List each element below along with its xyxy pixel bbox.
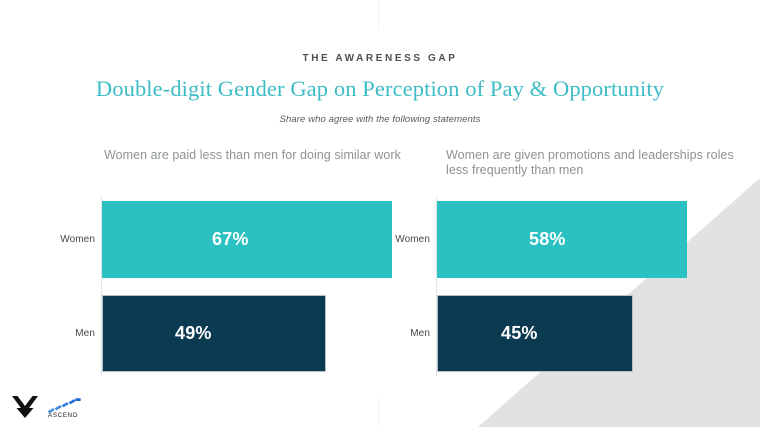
category-label-men-left: Men — [75, 327, 95, 339]
bar-row: Men 45% — [382, 295, 722, 372]
category-label-women-left: Women — [60, 233, 95, 245]
bar-women-left[interactable]: 67% — [102, 201, 392, 278]
ascend-chevron-icon — [12, 396, 38, 418]
bar-men-right[interactable]: 45% — [437, 295, 633, 372]
slide-header: THE AWARENESS GAP Double-digit Gender Ga… — [0, 52, 760, 126]
bar-value-men-left: 49% — [175, 323, 212, 343]
divider-bottom — [378, 398, 379, 427]
bar-women-right[interactable]: 58% — [437, 201, 687, 278]
svg-text:ASCEND: ASCEND — [48, 412, 78, 418]
bar-row: Women 58% — [382, 201, 722, 278]
chart-left: Women 67% Men 49% — [40, 196, 392, 376]
bar-value-women-left: 67% — [212, 229, 249, 249]
bar-value-women-right: 58% — [529, 229, 566, 249]
page-subtitle: Share who agree with the following state… — [279, 114, 481, 125]
ascend-wordmark-icon: ASCEND — [47, 398, 81, 418]
divider-top — [378, 0, 379, 28]
bar-value-men-right: 45% — [501, 323, 538, 343]
panel-right: Women are given promotions and leadershi… — [446, 148, 746, 178]
panel-left: Women are paid less than men for doing s… — [104, 148, 404, 163]
page-title: Double-digit Gender Gap on Perception of… — [95, 76, 665, 101]
brand-logo[interactable]: ASCEND — [12, 396, 93, 418]
chart-title-left: Women are paid less than men for doing s… — [104, 148, 401, 162]
eyebrow-label: THE AWARENESS GAP — [302, 53, 458, 64]
chart-right: Women 58% Men 45% — [382, 196, 722, 376]
axis-line-left — [101, 196, 102, 376]
category-label-men-right: Men — [410, 327, 430, 339]
category-label-women-right: Women — [395, 233, 430, 245]
chart-title-right: Women are given promotions and leadershi… — [446, 148, 734, 177]
bar-row: Women 67% — [40, 201, 392, 278]
bar-men-left[interactable]: 49% — [102, 295, 326, 372]
axis-line-right — [436, 196, 437, 376]
bar-row: Men 49% — [40, 295, 380, 372]
